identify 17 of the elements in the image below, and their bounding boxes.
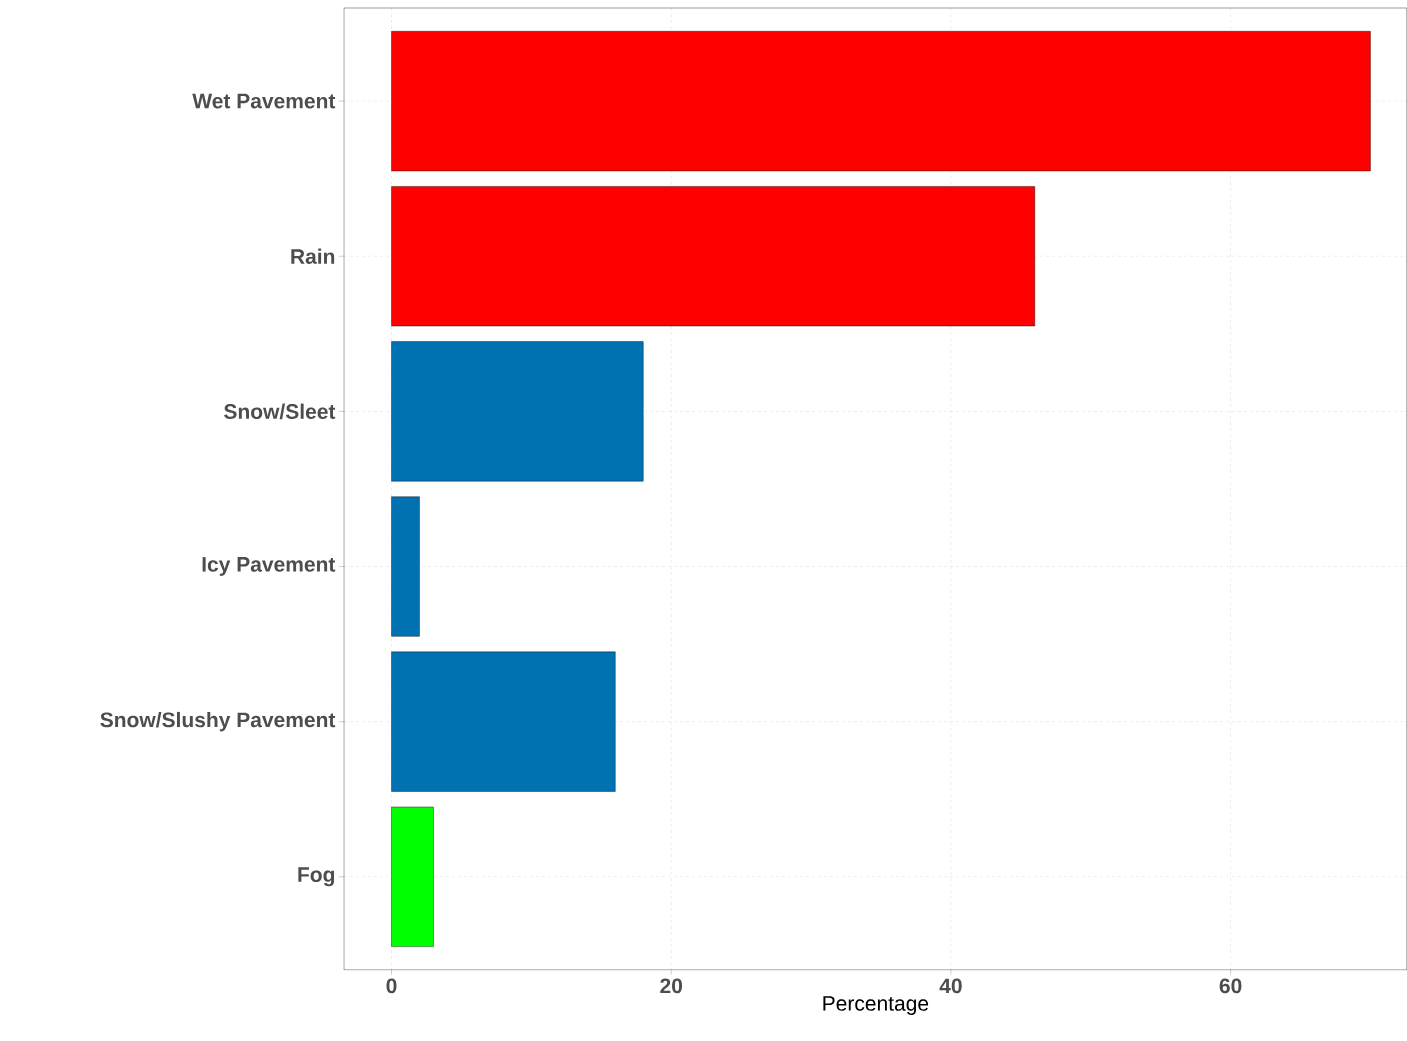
bar [391, 31, 1371, 172]
y-tick-label: Snow/Slushy Pavement [100, 711, 336, 732]
y-tick-label: Snow/Sleet [224, 403, 336, 420]
y-tick-label: Wet Pavement [192, 93, 336, 109]
y-tick-label: Icy Pavement [202, 557, 336, 576]
bar [391, 496, 420, 637]
x-tick-label: 60 [1219, 978, 1242, 994]
y-tick-label: Rain [291, 248, 335, 264]
bar [391, 341, 644, 482]
x-tick-label: 0 [386, 978, 397, 994]
x-tick-label: 20 [660, 978, 683, 994]
x-tick-label: 40 [939, 978, 962, 994]
x-axis-title: Percentage [823, 996, 929, 1016]
y-tick-label: Fog [298, 867, 335, 887]
bar [391, 651, 616, 792]
bar [391, 806, 434, 947]
bar [391, 186, 1036, 327]
